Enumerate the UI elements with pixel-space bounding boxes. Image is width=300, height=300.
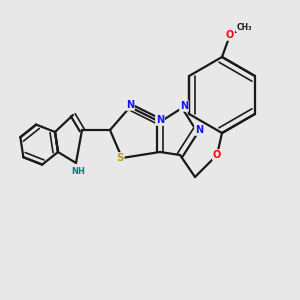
Text: N: N — [156, 115, 164, 125]
Text: S: S — [116, 153, 124, 163]
Text: NH: NH — [71, 167, 85, 176]
Text: O: O — [226, 30, 234, 40]
Text: CH₃: CH₃ — [236, 22, 252, 32]
Text: O: O — [213, 150, 221, 160]
Text: N: N — [126, 100, 134, 110]
Text: N: N — [180, 101, 188, 111]
Text: N: N — [195, 125, 203, 135]
